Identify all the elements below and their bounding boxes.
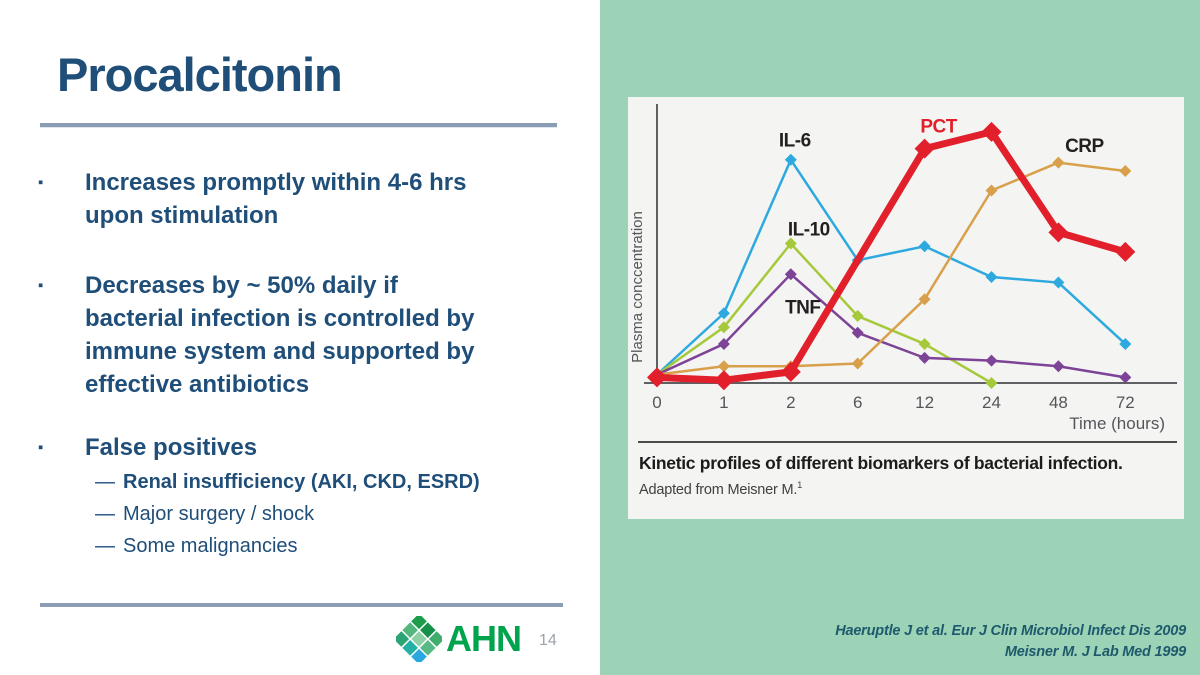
- square-bullet-icon: ▪: [38, 439, 44, 456]
- square-bullet-icon: ▪: [38, 277, 44, 294]
- title-rule: [40, 123, 557, 128]
- ahn-logo: AHN 14: [396, 616, 557, 662]
- figure-caption: Kinetic profiles of different biomarkers…: [639, 453, 1123, 473]
- figure-attribution: Adapted from Meisner M.1: [639, 480, 802, 498]
- ahn-logo-icon: [396, 616, 442, 662]
- citation-block: Haeruptle J et al. Eur J Clin Microbiol …: [835, 621, 1186, 663]
- svg-text:2: 2: [786, 393, 795, 412]
- svg-text:PCT: PCT: [920, 116, 957, 137]
- slide-left-panel: Procalcitonin ▪ Increases promptly withi…: [38, 48, 578, 662]
- svg-text:Plasma conccentration: Plasma conccentration: [629, 211, 646, 363]
- dash-bullet-icon: —: [95, 471, 115, 493]
- square-bullet-icon: ▪: [38, 174, 44, 191]
- citation-line: Haeruptle J et al. Eur J Clin Microbiol …: [835, 623, 1186, 639]
- svg-text:TNF: TNF: [785, 298, 820, 319]
- attribution-text: Adapted from Meisner M.: [639, 481, 798, 498]
- page-number: 14: [539, 632, 557, 649]
- citation-line: Meisner M. J Lab Med 1999: [1004, 644, 1186, 660]
- bullet-text: False positives: [85, 434, 258, 461]
- svg-text:IL-10: IL-10: [788, 220, 830, 241]
- sub-bullet-text: Renal insufficiency (AKI, CKD, ESRD): [123, 471, 480, 493]
- footer-rule: [40, 603, 563, 607]
- figure-separator: [638, 441, 1177, 443]
- svg-text:1: 1: [719, 393, 728, 412]
- sub-bullet-item: — Some malignancies: [95, 530, 578, 562]
- svg-text:Time (hours): Time (hours): [1069, 414, 1165, 433]
- bullet-list: ▪ Increases promptly within 4-6 hrs upon…: [38, 166, 578, 562]
- dash-bullet-icon: —: [95, 503, 115, 525]
- svg-text:0: 0: [652, 393, 661, 412]
- bullet-item: ▪ Increases promptly within 4-6 hrs upon…: [38, 166, 578, 232]
- svg-text:CRP: CRP: [1065, 136, 1104, 157]
- page-title: Procalcitonin: [57, 48, 343, 101]
- attribution-ref: 1: [797, 480, 802, 490]
- bullet-item: ▪ False positives: [38, 431, 578, 464]
- dash-bullet-icon: —: [95, 535, 115, 557]
- svg-text:72: 72: [1116, 393, 1135, 412]
- sub-bullet-text: Some malignancies: [123, 535, 298, 557]
- sub-bullet-text: Major surgery / shock: [123, 503, 315, 525]
- bullet-text: Increases promptly within 4-6 hrs upon s…: [85, 169, 467, 229]
- chart-card: Plasma conccentration 0 1 2 6 12 24 48 72 Time (h…: [628, 97, 1184, 519]
- svg-text:24: 24: [982, 393, 1001, 412]
- ahn-logo-text: AHN: [446, 618, 522, 659]
- sub-bullet-list: — Renal insufficiency (AKI, CKD, ESRD) —…: [95, 466, 578, 562]
- svg-text:12: 12: [915, 393, 934, 412]
- bullet-item: ▪ Decreases by ~ 50% daily if bacterial …: [38, 269, 578, 401]
- svg-text:IL-6: IL-6: [779, 130, 811, 151]
- svg-text:6: 6: [853, 393, 862, 412]
- svg-text:48: 48: [1049, 393, 1068, 412]
- bullet-text: Decreases by ~ 50% daily if bacterial in…: [85, 272, 475, 398]
- figure-panel: Plasma conccentration 0 1 2 6 12 24 48 72 Time (h…: [600, 0, 1200, 675]
- sub-bullet-item: — Renal insufficiency (AKI, CKD, ESRD): [95, 466, 578, 498]
- sub-bullet-item: — Major surgery / shock: [95, 498, 578, 530]
